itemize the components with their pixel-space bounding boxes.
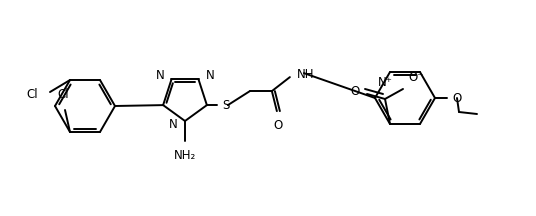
Text: O: O bbox=[351, 86, 360, 98]
Text: O⁻: O⁻ bbox=[408, 71, 423, 84]
Text: Cl: Cl bbox=[26, 87, 38, 100]
Text: Cl: Cl bbox=[57, 88, 69, 101]
Text: N: N bbox=[169, 118, 178, 130]
Text: NH₂: NH₂ bbox=[174, 149, 196, 162]
Text: NH: NH bbox=[297, 68, 315, 81]
Text: O: O bbox=[452, 92, 461, 105]
Text: N: N bbox=[156, 69, 165, 82]
Text: N⁺: N⁺ bbox=[377, 76, 392, 89]
Text: O: O bbox=[273, 119, 282, 132]
Text: S: S bbox=[222, 99, 229, 112]
Text: N: N bbox=[205, 69, 214, 82]
